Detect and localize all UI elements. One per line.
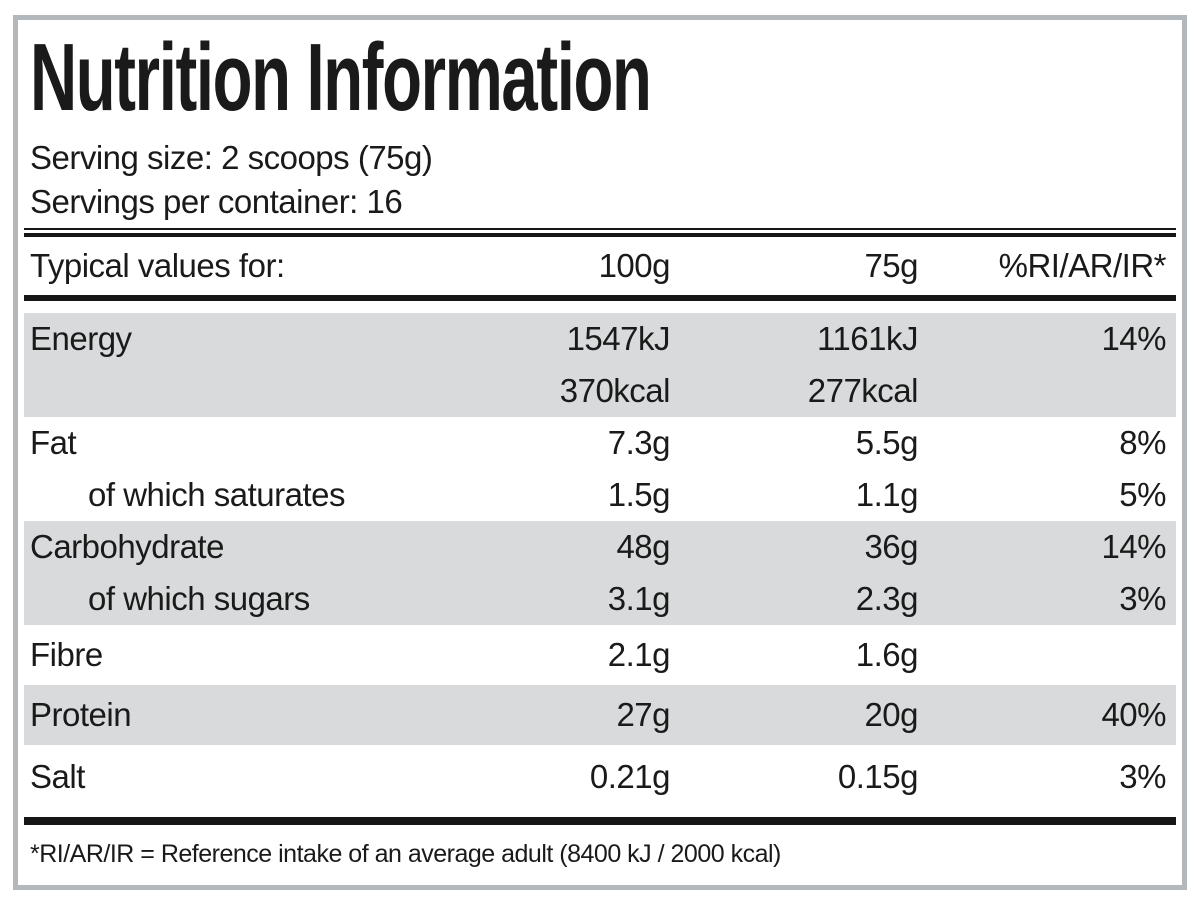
- row-label: Fat: [30, 424, 77, 461]
- table-row-carbohydrate: Carbohydrate 48g 36g 14%: [24, 521, 1176, 573]
- value-per-100g: 1547kJ 370kcal: [518, 313, 678, 417]
- value-per-75g: 0.15g: [837, 758, 919, 795]
- table-row-energy: Energy 1547kJ 370kcal 1161kJ 277kcal 14%: [24, 313, 1176, 417]
- label-title: Nutrition Information: [30, 24, 652, 131]
- value-per-75g: 1.1g: [855, 476, 919, 513]
- value-per-100g: 27g: [616, 696, 670, 733]
- row-label: Energy: [30, 320, 132, 357]
- value-per-75g: 1161kJ 277kcal: [678, 313, 926, 417]
- value-per-75g: 1.6g: [855, 636, 919, 673]
- value-ri: 3%: [1119, 758, 1166, 795]
- value-per-100g: 7.3g: [607, 424, 671, 461]
- energy-kj-100g: 1547kJ: [566, 320, 671, 357]
- row-label: Fibre: [30, 636, 103, 673]
- header-bottom-rule: [24, 295, 1176, 301]
- value-per-75g: 2.3g: [855, 580, 919, 617]
- table-header-row: Typical values for: 100g 75g %RI/AR/IR*: [24, 237, 1176, 295]
- value-per-75g: 36g: [864, 528, 918, 565]
- header-col-label: Typical values for:: [30, 247, 285, 284]
- table-row-salt: Salt 0.21g 0.15g 3%: [24, 745, 1176, 809]
- table-row-sugars: of which sugars 3.1g 2.3g 3%: [24, 573, 1176, 625]
- value-per-75g: 5.5g: [855, 424, 919, 461]
- row-label: Protein: [30, 696, 132, 733]
- value-ri: 14%: [1101, 528, 1166, 565]
- table-row-fat: Fat 7.3g 5.5g 8%: [24, 417, 1176, 469]
- value-per-100g: 2.1g: [607, 636, 671, 673]
- serving-size-text: Serving size: 2 scoops (75g): [30, 139, 433, 176]
- table-row-fibre: Fibre 2.1g 1.6g: [24, 625, 1176, 685]
- value-per-75g: 20g: [864, 696, 918, 733]
- value-ri: 3%: [1119, 580, 1166, 617]
- nutrition-label: Nutrition Information Serving size: 2 sc…: [13, 15, 1187, 890]
- header-col-75g: 75g: [864, 247, 918, 284]
- value-ri: 40%: [1101, 696, 1166, 733]
- header-top-rule: [24, 228, 1176, 237]
- value-ri: 8%: [1119, 424, 1166, 461]
- value-per-100g: 1.5g: [607, 476, 671, 513]
- value-per-100g: 48g: [616, 528, 670, 565]
- value-per-100g: 0.21g: [589, 758, 671, 795]
- value-ri: 14%: [1101, 320, 1166, 357]
- header-col-ri: %RI/AR/IR*: [998, 247, 1167, 284]
- energy-kcal-100g: 370kcal: [559, 372, 671, 409]
- row-label: Salt: [30, 758, 85, 795]
- row-label: Carbohydrate: [30, 528, 224, 565]
- table-row-protein: Protein 27g 20g 40%: [24, 685, 1176, 745]
- value-per-100g: 3.1g: [607, 580, 671, 617]
- table-row-saturates: of which saturates 1.5g 1.1g 5%: [24, 469, 1176, 521]
- value-ri: 5%: [1119, 476, 1166, 513]
- footnote-rule: [24, 817, 1176, 825]
- energy-kcal-75g: 277kcal: [807, 372, 919, 409]
- row-label: of which sugars: [88, 580, 310, 617]
- row-label: of which saturates: [88, 476, 345, 513]
- servings-per-container-text: Servings per container: 16: [30, 183, 403, 220]
- header-col-100g: 100g: [598, 247, 671, 284]
- footnote-text: *RI/AR/IR = Reference intake of an avera…: [30, 840, 781, 868]
- energy-kj-75g: 1161kJ: [817, 320, 918, 357]
